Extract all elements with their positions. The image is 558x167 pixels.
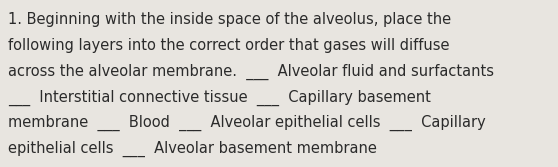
Text: epithelial cells  ___  Alveolar basement membrane: epithelial cells ___ Alveolar basement m… (8, 141, 377, 157)
Text: membrane  ___  Blood  ___  Alveolar epithelial cells  ___  Capillary: membrane ___ Blood ___ Alveolar epitheli… (8, 115, 486, 131)
Text: ___  Interstitial connective tissue  ___  Capillary basement: ___ Interstitial connective tissue ___ C… (8, 89, 431, 106)
Text: across the alveolar membrane.  ___  Alveolar fluid and surfactants: across the alveolar membrane. ___ Alveol… (8, 63, 494, 80)
Text: 1. Beginning with the inside space of the alveolus, place the: 1. Beginning with the inside space of th… (8, 12, 451, 27)
Text: following layers into the correct order that gases will diffuse: following layers into the correct order … (8, 38, 450, 53)
